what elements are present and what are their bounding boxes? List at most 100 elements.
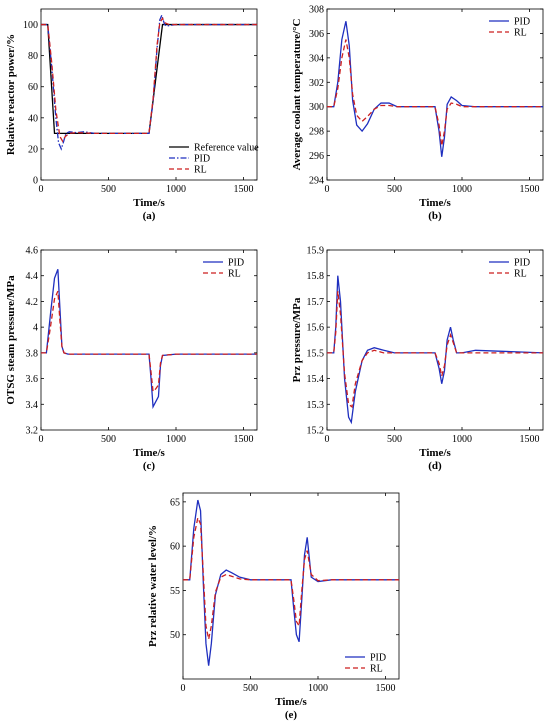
x-tick-label: 500 xyxy=(101,434,116,445)
y-tick-label: 60 xyxy=(28,82,38,93)
x-tick-label: 1000 xyxy=(166,434,186,445)
y-tick-label: 296 xyxy=(309,151,324,162)
x-tick-label: 1000 xyxy=(308,683,328,694)
x-axis-label: Time/s xyxy=(419,447,451,459)
y-axis-label: Prz relative water level/% xyxy=(147,525,159,647)
chart-b: 0 500 1000 1500 294 296 298 300 302 304 306 308 PIDR… xyxy=(291,5,544,222)
legend-entry: PID xyxy=(514,258,530,269)
y-tick-label: 15.4 xyxy=(307,374,325,385)
legend-entry: Reference value xyxy=(194,143,259,154)
plot-frame xyxy=(326,249,544,431)
x-tick-label: 500 xyxy=(387,184,402,195)
series-line-pid xyxy=(327,21,543,157)
y-tick-label: 4.4 xyxy=(26,271,39,282)
y-tick-label: 55 xyxy=(170,586,180,597)
y-tick-label: 20 xyxy=(28,144,38,155)
x-tick-label: 0 xyxy=(181,683,186,694)
y-tick-label: 4 xyxy=(33,323,38,334)
y-tick-label: 3.6 xyxy=(26,374,39,385)
x-tick-label: 1000 xyxy=(166,184,186,195)
x-tick-label: 1500 xyxy=(376,683,396,694)
legend-entry: RL xyxy=(370,664,383,675)
series-line-pid xyxy=(183,499,399,666)
y-tick-label: 300 xyxy=(309,102,324,113)
panel-label: (c) xyxy=(143,460,156,472)
x-axis-label: Time/s xyxy=(419,197,451,209)
x-tick-label: 1500 xyxy=(520,184,540,195)
y-tick-label: 298 xyxy=(309,127,324,138)
series-line-pid xyxy=(41,269,257,410)
legend-entry: PID xyxy=(514,17,530,28)
y-tick-label: 65 xyxy=(170,497,180,508)
plot-frame xyxy=(182,492,400,680)
legend-entry: RL xyxy=(194,165,207,176)
x-tick-label: 0 xyxy=(325,434,330,445)
y-tick-label: 4.2 xyxy=(26,297,39,308)
y-tick-label: 304 xyxy=(309,53,324,64)
series-line-rl xyxy=(41,17,257,143)
y-tick-label: 100 xyxy=(23,20,38,31)
y-tick-label: 15.8 xyxy=(307,271,325,282)
y-tick-label: 60 xyxy=(170,542,180,553)
x-tick-label: 1500 xyxy=(234,184,254,195)
panel-label: (e) xyxy=(285,709,298,721)
y-axis-label: Average coolant temperature/°C xyxy=(291,19,303,171)
y-tick-label: 306 xyxy=(309,29,324,40)
y-axis-label: Relative reactor power/% xyxy=(5,34,17,155)
y-tick-label: 3.4 xyxy=(26,400,39,411)
plot-frame xyxy=(326,8,544,181)
chart-d: 0 500 1000 1500 15.2 15.3 15.4 15.5 15.6 15.7 15.8… xyxy=(291,246,544,472)
x-axis-label: Time/s xyxy=(133,197,165,209)
x-tick-label: 1500 xyxy=(234,434,254,445)
plot-frame xyxy=(40,249,258,431)
y-axis-label: Prz pressure/MPa xyxy=(291,297,303,382)
series-line-pid xyxy=(327,275,543,425)
y-tick-label: 0 xyxy=(33,176,38,187)
y-tick-label: 302 xyxy=(309,78,324,89)
x-tick-label: 500 xyxy=(243,683,258,694)
legend-entry: RL xyxy=(514,269,527,280)
series-line-rl xyxy=(41,290,257,393)
series-line-reference-value xyxy=(41,23,257,135)
x-tick-label: 0 xyxy=(39,184,44,195)
x-tick-label: 1000 xyxy=(452,434,472,445)
legend-entry: RL xyxy=(228,269,241,280)
legend-entry: PID xyxy=(228,258,244,269)
y-tick-label: 308 xyxy=(309,5,324,16)
y-tick-label: 4.6 xyxy=(26,246,39,257)
series-line-rl xyxy=(327,291,543,409)
series-line-rl xyxy=(327,39,543,146)
y-tick-label: 15.5 xyxy=(307,348,325,359)
y-tick-label: 294 xyxy=(309,176,324,187)
x-axis-label: Time/s xyxy=(133,447,165,459)
panel-label: (a) xyxy=(143,210,156,222)
y-tick-label: 40 xyxy=(28,113,38,124)
y-tick-label: 3.8 xyxy=(26,348,39,359)
y-tick-label: 3.2 xyxy=(26,426,39,437)
y-tick-label: 15.9 xyxy=(307,246,325,257)
y-axis-label: OTSG steam pressure/MPa xyxy=(5,275,17,405)
x-tick-label: 1500 xyxy=(520,434,540,445)
y-tick-label: 15.6 xyxy=(307,323,325,334)
legend-entry: RL xyxy=(514,28,527,39)
panel-label: (d) xyxy=(428,460,442,472)
x-tick-label: 0 xyxy=(325,184,330,195)
y-tick-label: 15.3 xyxy=(307,400,325,411)
y-tick-label: 15.7 xyxy=(307,297,325,308)
x-tick-label: 0 xyxy=(39,434,44,445)
series-line-rl xyxy=(183,515,399,640)
x-axis-label: Time/s xyxy=(275,696,307,708)
x-tick-label: 500 xyxy=(101,184,116,195)
plot-frame xyxy=(40,8,258,181)
x-tick-label: 500 xyxy=(387,434,402,445)
y-tick-label: 80 xyxy=(28,51,38,62)
panel-label: (b) xyxy=(428,210,442,222)
y-tick-label: 15.2 xyxy=(307,426,325,437)
chart-a: 0 500 1000 1500 0 20 40 60 80 100 Reference valueP… xyxy=(5,8,259,222)
legend-entry: PID xyxy=(194,154,210,165)
x-tick-label: 1000 xyxy=(452,184,472,195)
legend-entry: PID xyxy=(370,653,386,664)
